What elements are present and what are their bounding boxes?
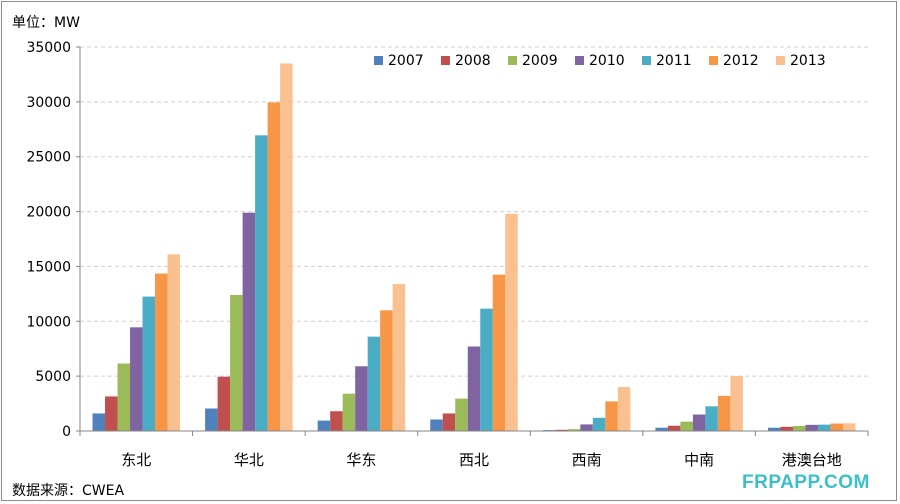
bars [92,63,856,432]
y-tick-label: 25000 [26,150,71,166]
bar-2012-3 [380,310,393,431]
legend-label-2008: 2008 [455,53,491,69]
bar-2013-6 [730,376,743,431]
y-tick-label: 30000 [26,95,71,111]
bar-2007-2 [205,408,218,431]
bar-2010-4 [467,346,481,431]
legend-swatch-2010 [575,56,584,65]
bar-2009-4 [455,398,468,431]
bar-2007-7 [767,427,781,431]
x-tick-label: 华北 [234,451,264,469]
legend-swatch-2009 [508,56,517,65]
bar-2008-5 [555,429,568,431]
bar-2008-4 [442,413,456,431]
bar-2012-1 [155,273,168,431]
bar-2010-2 [242,212,256,431]
legend-swatch-2013 [776,56,785,65]
watermark: FRPAPP.COM [742,472,870,493]
bar-2010-6 [692,414,706,431]
legend-swatch-2011 [642,56,651,65]
bar-2009-5 [567,429,581,431]
bar-2008-6 [667,425,681,431]
bar-2012-2 [267,102,281,432]
bar-2009-3 [342,393,356,431]
bar-2011-6 [705,406,718,431]
x-tick-label: 西北 [459,451,489,469]
bar-2008-1 [105,396,118,431]
bar-2011-4 [480,308,493,431]
bar-2009-6 [680,421,693,431]
x-tick-label: 东北 [121,451,151,469]
legend: 2007 2008 2009 2010 2011 2012 2013 [374,53,826,69]
legend-label-2012: 2012 [723,53,759,69]
bar-2007-4 [430,419,443,431]
bar-2010-5 [580,424,593,431]
x-tick-label: 西南 [572,451,602,469]
bar-2007-3 [317,420,331,431]
y-tick-label: 35000 [26,40,71,56]
y-tick-label: 5000 [35,369,71,385]
x-tick-label: 中南 [684,451,714,469]
x-tick-label: 华东 [346,451,376,469]
bar-2011-5 [592,417,606,431]
bar-2013-2 [280,63,293,431]
bar-2008-2 [217,376,231,431]
unit-label: 单位：MW [12,15,80,31]
x-axis-ticks: 东北 华北 华东 西北 西南 中南 港澳台地 [79,431,869,469]
y-tick-label: 0 [62,424,71,440]
bar-2013-3 [392,283,406,431]
bar-2013-5 [617,387,631,431]
bar-2011-1 [142,296,156,431]
legend-label-2007: 2007 [388,53,424,69]
bar-2011-7 [817,424,831,431]
bar-2011-3 [367,336,381,431]
legend-swatch-2012 [709,56,718,65]
bar-2009-1 [117,363,131,431]
bar-2007-6 [655,427,668,431]
y-tick-label: 15000 [26,259,71,275]
bar-2008-3 [330,411,343,431]
bar-2011-2 [255,135,268,431]
y-tick-label: 20000 [26,205,71,221]
legend-label-2010: 2010 [589,53,625,69]
bar-2009-7 [792,425,806,431]
legend-label-2011: 2011 [656,53,692,69]
bar-2013-4 [505,213,518,431]
bar-2010-1 [130,327,143,431]
source-label: 数据来源：CWEA [12,483,125,499]
bar-2008-7 [780,426,793,431]
legend-swatch-2007 [374,56,383,65]
bar-2007-1 [92,413,106,431]
bar-2010-7 [805,424,818,431]
bar-2013-1 [167,254,181,431]
x-tick-label: 港澳台地 [782,451,842,469]
legend-label-2013: 2013 [790,53,826,69]
legend-label-2009: 2009 [522,53,558,69]
bar-2012-5 [605,401,618,431]
bar-2010-3 [355,366,368,431]
gridlines [80,46,868,377]
legend-swatch-2008 [441,56,450,65]
y-axis-ticks: 0 5000 10000 15000 20000 25000 30000 35000 [26,40,80,440]
bar-2012-4 [492,274,506,431]
axes [79,47,868,432]
bar-2013-7 [842,423,856,431]
y-tick-label: 10000 [26,314,71,330]
bar-2012-6 [717,395,731,431]
bar-2012-7 [830,423,843,431]
bar-2009-2 [230,294,243,431]
